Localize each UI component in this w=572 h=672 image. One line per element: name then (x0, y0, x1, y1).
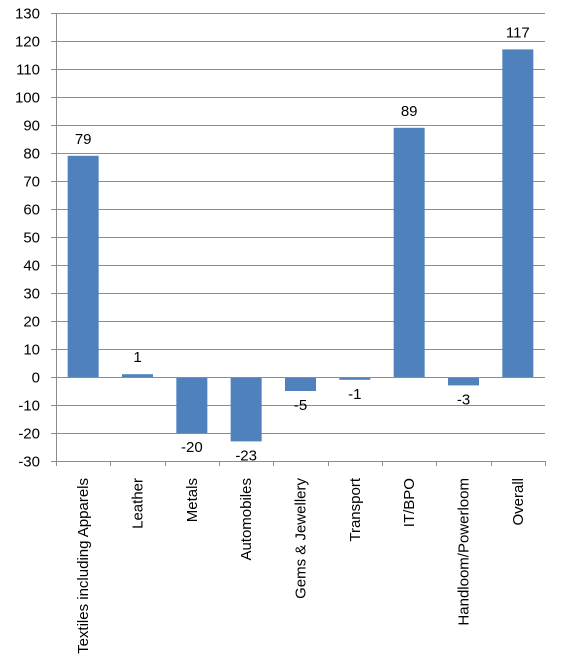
y-tick-label: 110 (16, 62, 40, 79)
y-tick-label: -30 (18, 454, 40, 471)
data-label: 117 (506, 24, 530, 41)
category-label: Overall (510, 478, 527, 526)
category-label: Metals (184, 478, 201, 522)
bar (393, 127, 425, 377)
y-tick-label: 40 (23, 258, 40, 275)
category-label: Leather (130, 478, 147, 529)
y-tick-labels: -30 -20 -10 0 10 20 30 40 50 60 70 80 90 100 110 120 130 (15, 6, 40, 471)
y-tick-label: 20 (23, 314, 40, 331)
axes (51, 13, 546, 466)
data-label: 79 (75, 131, 92, 148)
gridlines (56, 13, 545, 462)
bar (230, 377, 262, 442)
y-tick-label: 70 (23, 174, 40, 191)
category-labels: Textiles including Apparels Leather Metals… (75, 477, 527, 654)
data-label: -1 (348, 386, 361, 403)
y-tick-label: 50 (23, 230, 40, 247)
bar (339, 377, 371, 380)
bar (176, 377, 208, 433)
category-label: Textiles including Apparels (75, 478, 92, 654)
data-label: 1 (133, 349, 141, 366)
bar (448, 377, 479, 386)
category-label: Automobiles (238, 478, 255, 561)
bar (122, 374, 153, 377)
category-label: Handloom/Powerloom (456, 478, 473, 626)
bars (67, 49, 534, 442)
bar (285, 377, 316, 391)
bar (67, 155, 99, 377)
y-tick-label: 120 (15, 34, 40, 51)
y-tick-label: 0 (32, 370, 40, 387)
data-label: -3 (457, 391, 470, 408)
bar (502, 49, 534, 378)
y-tick-label: 80 (23, 146, 40, 163)
data-label: -5 (294, 397, 307, 414)
y-tick-label: -20 (18, 426, 40, 443)
y-tick-label: -10 (18, 398, 40, 415)
y-tick-label: 60 (23, 202, 40, 219)
data-label: -23 (235, 447, 257, 464)
y-tick-label: 130 (15, 6, 40, 23)
data-label: 89 (401, 103, 418, 120)
y-tick-label: 30 (23, 286, 40, 303)
y-tick-label: 100 (15, 90, 40, 107)
category-label: Gems & Jewellery (293, 478, 310, 599)
data-label: -20 (181, 439, 203, 456)
category-label: IT/BPO (401, 478, 418, 527)
category-label: Transport (347, 477, 364, 541)
y-tick-label: 90 (23, 118, 40, 135)
y-tick-label: 10 (23, 342, 40, 359)
data-labels: 79 1 -20 -23 -5 -1 89 -3 117 (75, 24, 530, 464)
